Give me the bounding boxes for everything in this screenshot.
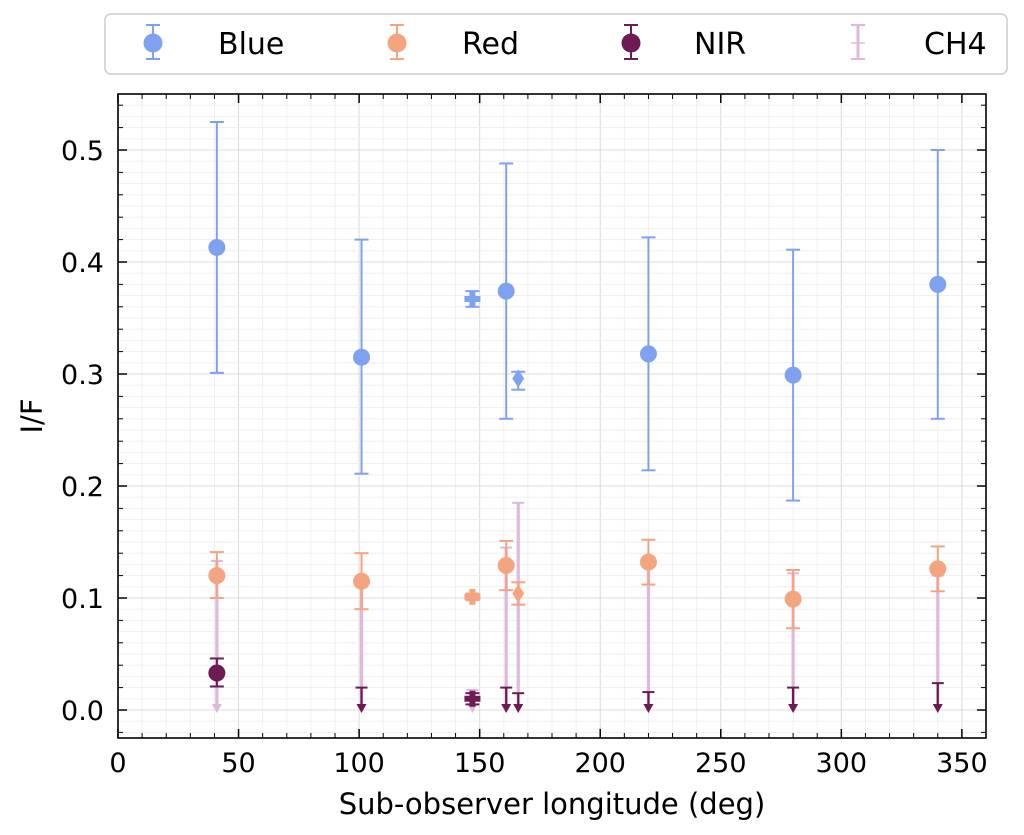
blue-point — [784, 366, 802, 384]
red-point — [464, 588, 481, 605]
red-point — [208, 567, 226, 585]
axes: 0 50 100 150 200 250 300 350 0.0 0.1 0.2 0.3 0.4 0.5 — [61, 94, 988, 779]
legend-blue-marker — [143, 33, 163, 53]
blue-series — [208, 121, 947, 502]
red-point — [784, 590, 802, 608]
legend-ch4-label: CH4 — [924, 27, 987, 62]
x-tick-label: 50 — [221, 748, 255, 779]
y-tick-label: 0.0 — [61, 696, 104, 727]
legend-red-label: Red — [462, 27, 519, 62]
legend: Blue Red NIR CH4 — [104, 13, 1008, 75]
x-tick-label: 100 — [333, 748, 385, 779]
x-tick-label: 150 — [454, 748, 506, 779]
x-tick-label: 0 — [109, 748, 126, 779]
legend-nir-marker — [621, 33, 641, 53]
x-tick-label: 350 — [936, 748, 988, 779]
legend-box — [104, 13, 1008, 75]
x-tick-label: 300 — [816, 748, 868, 779]
nir-point — [464, 690, 481, 707]
nir-limit-arrow — [513, 704, 524, 713]
grid — [117, 93, 987, 738]
red-point — [497, 557, 515, 575]
legend-blue-label: Blue — [218, 27, 284, 62]
blue-point — [497, 282, 515, 300]
nir-limit-arrow — [932, 704, 943, 713]
red-point — [639, 553, 657, 571]
nir-limit-arrow — [501, 704, 512, 713]
x-axis-label: Sub-observer longitude (deg) — [339, 787, 766, 821]
nir-point — [208, 664, 226, 682]
series-layer — [208, 121, 947, 713]
legend-nir-label: NIR — [694, 27, 746, 62]
blue-point — [208, 238, 226, 256]
ch4-limit-arrow — [211, 704, 222, 713]
red-point — [929, 560, 947, 578]
x-tick-label: 200 — [574, 748, 626, 779]
nir-limit-arrow — [788, 704, 799, 713]
x-tick-label: 250 — [695, 748, 747, 779]
red-point — [353, 572, 371, 590]
legend-red-marker — [387, 33, 407, 53]
nir-limit-arrow — [643, 704, 654, 713]
y-tick-label: 0.1 — [61, 584, 104, 615]
blue-point — [353, 348, 371, 366]
y-axis-label: I/F — [15, 398, 49, 433]
y-tick-label: 0.3 — [61, 360, 104, 391]
y-tick-label: 0.4 — [61, 248, 104, 279]
red-point — [512, 584, 525, 603]
blue-point — [929, 275, 947, 293]
nir-series — [208, 657, 944, 713]
red-series — [208, 538, 947, 630]
blue-point — [512, 369, 525, 388]
y-tick-label: 0.5 — [61, 136, 104, 167]
nir-limit-arrow — [356, 704, 367, 713]
y-tick-label: 0.2 — [61, 472, 104, 503]
blue-point — [464, 290, 481, 307]
ch4-series — [210, 501, 944, 713]
blue-point — [639, 345, 657, 363]
